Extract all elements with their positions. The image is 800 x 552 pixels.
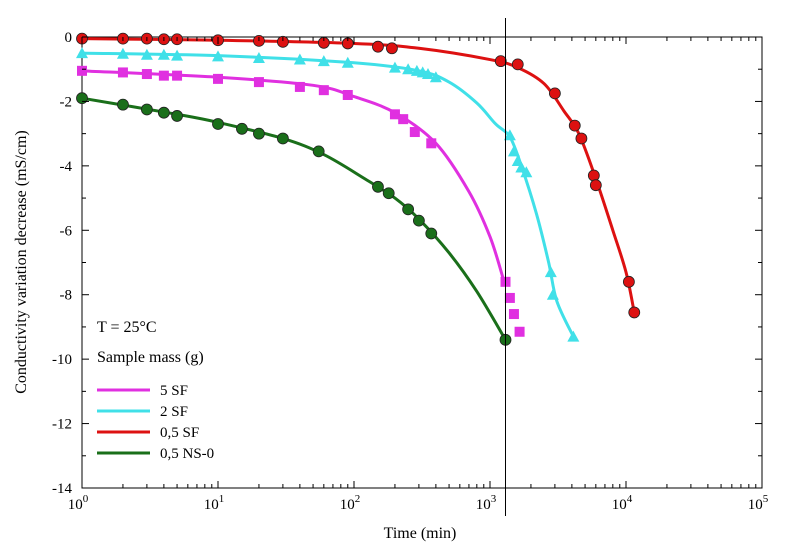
circle-marker [312,145,325,158]
triangle-marker [76,47,88,59]
square-marker [504,292,515,303]
x-axis-title: Time (min) [384,525,457,542]
triangle-marker [520,166,533,178]
square-marker [318,85,329,96]
triangle-marker [567,330,580,342]
triangle-marker [388,61,401,73]
circle-marker [76,92,88,105]
circle-marker [412,214,425,227]
triangle-marker [515,161,528,173]
square-marker [253,77,264,88]
y-tick-label: -12 [52,417,72,433]
legend-label: 0,5 NS-0 [160,446,214,462]
triangle-marker [317,55,330,67]
triangle-marker [507,145,520,157]
circle-marker [511,58,524,71]
circle-marker [276,132,289,145]
series-layer [76,32,641,346]
circle-marker [276,35,289,48]
square-marker [514,326,525,337]
circle-marker [212,118,224,130]
circle-marker [372,180,384,193]
triangle-marker [421,68,434,80]
y-tick-label: -14 [52,481,72,497]
y-tick-label: -8 [60,288,73,304]
triangle-marker [116,47,129,59]
series-line [80,37,636,314]
circle-marker [587,169,600,182]
x-tick-label: 102 [340,493,361,513]
legend-label: 5 SF [160,383,188,399]
y-tick-label: -4 [60,159,73,175]
series-0-5-sf [76,32,641,319]
triangle-marker [503,129,516,141]
square-marker [117,67,128,78]
circle-marker [548,87,561,100]
square-marker [294,81,305,92]
square-marker [409,127,420,138]
circle-marker [425,227,438,240]
square-marker [426,138,437,149]
circle-marker [589,179,602,192]
triangle-marker [157,48,170,60]
square-marker [213,73,223,84]
triangle-marker [252,51,265,63]
circle-marker [157,106,170,119]
circle-marker [575,132,588,145]
circle-marker [622,275,635,288]
legend: 5 SF 2 SF 0,5 SF 0,5 NS-0 [97,383,214,462]
y-axis-title: Conductivity variation decrease (mS/cm) [13,130,30,393]
triangle-marker [341,56,354,68]
triangle-marker [429,71,442,83]
axes-layer: 100 101 102 103 104 105 0 -2 -4 -6 -8 -10 -12 -14 [52,18,769,516]
legend-label: 0,5 SF [160,425,199,441]
triangle-marker [546,288,559,300]
triangle-marker [544,266,557,278]
triangle-marker [212,50,224,62]
x-tick-label: 104 [612,493,633,513]
temperature-annotation: T = 25°C [97,319,157,336]
circle-marker [372,40,384,53]
square-marker [508,309,519,320]
triangle-marker [140,48,153,60]
circle-marker [117,98,129,111]
y-tick-label: -2 [60,94,73,110]
sample-mass-legend-title: Sample mass (g) [97,349,204,366]
series-line [80,51,575,339]
square-marker [77,65,87,76]
circle-marker [382,187,395,200]
circle-marker [386,42,398,55]
triangle-marker [293,53,306,65]
circle-marker [568,119,581,132]
square-marker [342,89,353,100]
square-marker [398,114,409,125]
circle-marker [171,110,183,122]
x-tick-label: 100 [68,493,89,513]
circle-marker [628,306,641,319]
series-5-sf [77,65,525,337]
series-line [80,96,507,342]
square-marker [172,70,183,81]
square-marker [141,69,152,80]
legend-label: 2 SF [160,404,188,420]
circle-marker [253,127,265,140]
circle-marker [140,103,153,116]
y-tick-label: -6 [60,223,73,239]
square-marker [389,109,400,120]
square-marker [158,70,169,81]
circle-marker [402,203,415,216]
y-tick-label: 0 [65,30,73,46]
triangle-marker [171,49,184,61]
series-2-sf [76,47,580,342]
circle-marker [236,122,248,135]
triangle-marker [402,63,415,75]
x-tick-label: 105 [748,493,769,513]
x-tick-label: 101 [204,493,225,513]
circle-marker [494,55,507,68]
x-tick-label: 103 [476,493,497,513]
y-tick-label: -10 [52,352,72,368]
